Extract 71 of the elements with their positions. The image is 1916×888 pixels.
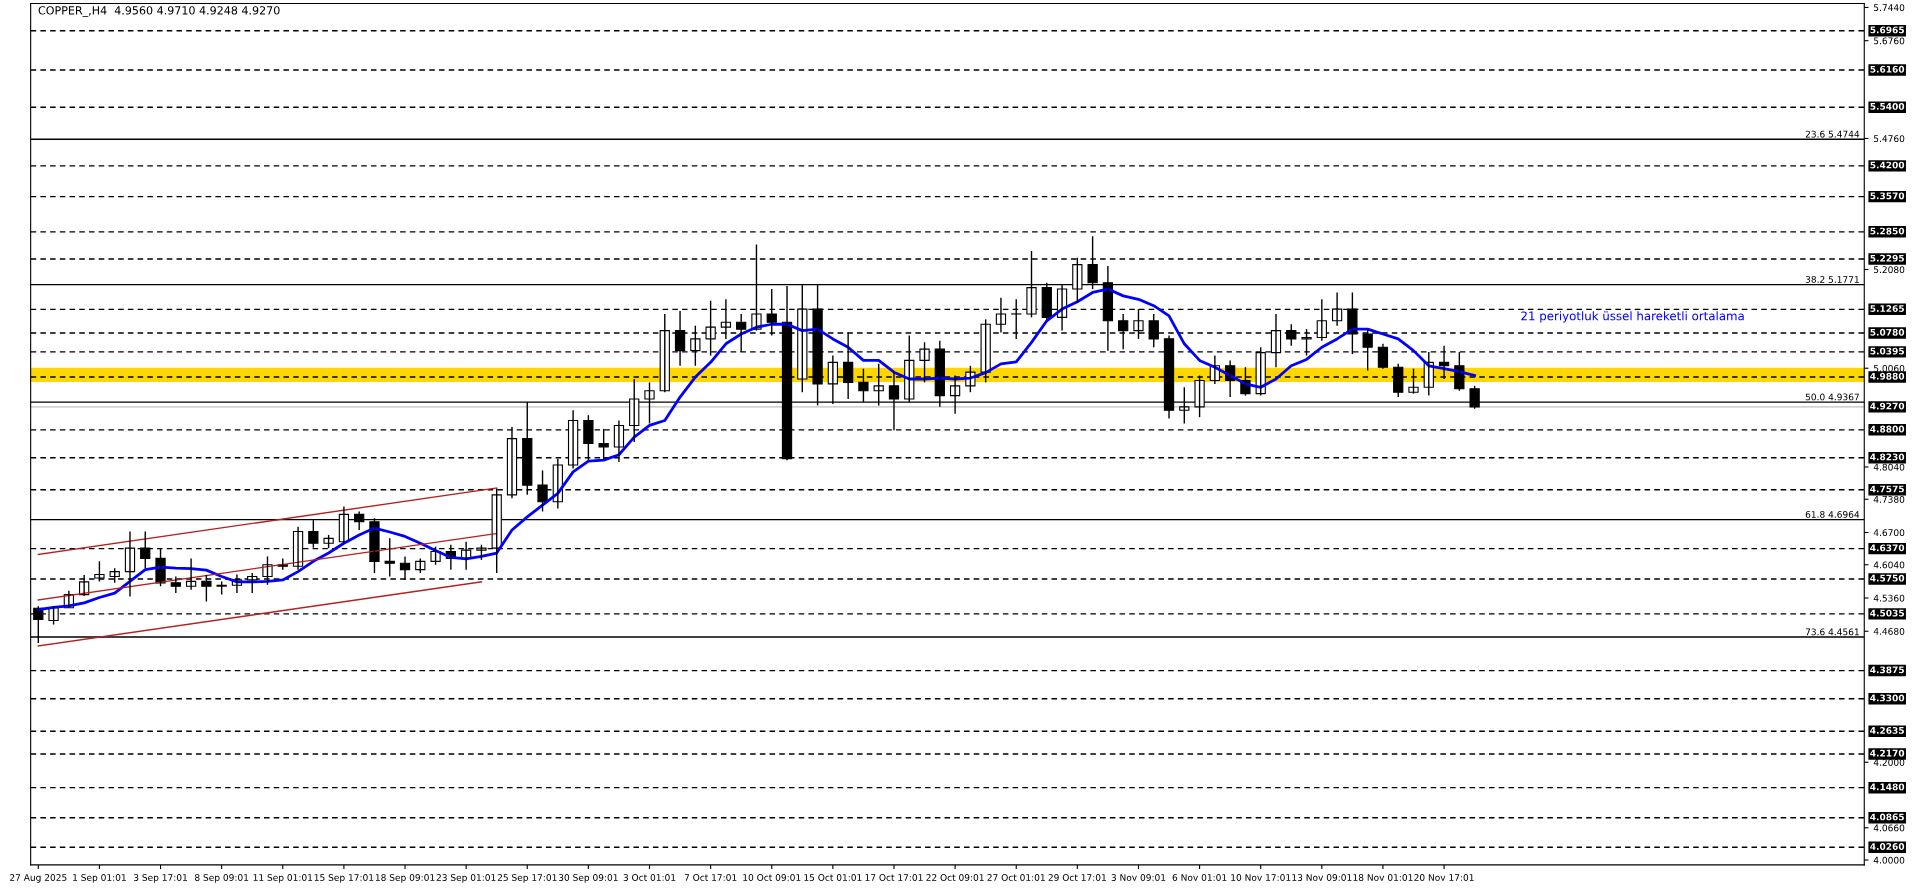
ref-line-label: 4.0260 xyxy=(1870,843,1905,850)
ref-line-label: 5.2850 xyxy=(1870,227,1905,235)
ref-line-label: 4.1480 xyxy=(1870,783,1905,791)
x-tick-label: 13 Nov 09:01 xyxy=(1292,874,1352,881)
ref-line-label: 4.5750 xyxy=(1870,574,1905,582)
ref-line-label: 5.5400 xyxy=(1870,102,1905,110)
ref-line-label: 4.5035 xyxy=(1870,609,1904,617)
ref-line-label: 5.2295 xyxy=(1870,254,1904,262)
x-tick-label: 11 Sep 01:01 xyxy=(253,874,313,883)
x-tick-label: 27 Oct 01:01 xyxy=(987,874,1045,881)
ref-line-label: 73.6 4.4561 xyxy=(1805,628,1859,636)
y-tick-label: 4.0660 xyxy=(1873,824,1905,832)
x-tick-label: 20 Nov 17:01 xyxy=(1414,874,1474,881)
y-tick-label: 4.5360 xyxy=(1873,594,1905,602)
x-tick-label: 7 Oct 17:01 xyxy=(684,874,737,881)
x-tick-label: 15 Sep 17:01 xyxy=(314,874,374,883)
candlestick xyxy=(384,537,395,578)
x-tick-label: 3 Nov 09:01 xyxy=(1111,874,1166,881)
x-tick-label: 18 Sep 09:01 xyxy=(375,874,435,883)
ref-line-label: 4.0865 xyxy=(1870,813,1904,821)
x-tick-label: 25 Sep 17:01 xyxy=(497,874,557,883)
ref-line-label: 5.1265 xyxy=(1870,305,1904,312)
x-tick-label: 6 Nov 01:01 xyxy=(1172,874,1227,881)
ref-line-label: 4.8800 xyxy=(1870,425,1905,433)
x-tick-label: 1 Sep 01:01 xyxy=(73,874,126,883)
ref-line-label: 5.3570 xyxy=(1870,192,1905,200)
x-tick-label: 10 Oct 09:01 xyxy=(743,874,801,881)
x-tick-label: 30 Sep 09:01 xyxy=(558,874,618,883)
text: 21 periyotluk üssel hareketli ortalama xyxy=(1521,311,1744,323)
y-tick-label: 5.7440 xyxy=(1873,4,1905,12)
y-tick-label: 4.0000 xyxy=(1873,856,1905,864)
y-tick-label: 4.6700 xyxy=(1873,529,1905,537)
ref-line-label: 5.6965 xyxy=(1870,26,1904,34)
y-tick-label: 5.2080 xyxy=(1873,266,1905,274)
ref-line-label: 4.2635 xyxy=(1870,727,1904,734)
x-tick-label: 10 Nov 17:01 xyxy=(1231,874,1291,881)
ref-line-label: 4.8230 xyxy=(1870,453,1905,461)
ref-line-label: 38.2 5.1771 xyxy=(1805,276,1859,283)
ref-line-label: 5.0780 xyxy=(1870,328,1905,336)
y-tick-label: 4.2000 xyxy=(1873,758,1905,766)
x-tick-label: 29 Oct 17:01 xyxy=(1048,874,1106,881)
x-tick-label: 27 Aug 2025 xyxy=(10,874,67,883)
ref-line-label: 4.9880 xyxy=(1870,372,1905,380)
ref-line-label: 61.8 4.6964 xyxy=(1805,511,1860,518)
x-tick-label: 17 Oct 17:01 xyxy=(865,874,923,881)
ref-line-label: 5.0395 xyxy=(1870,347,1904,355)
x-tick-label: 15 Oct 01:01 xyxy=(804,874,862,881)
y-tick-label: 4.8040 xyxy=(1873,463,1905,471)
ref-line-label: 5.4200 xyxy=(1870,161,1905,169)
y-tick-label: 4.7380 xyxy=(1873,495,1905,503)
ref-line-label: 4.7575 xyxy=(1870,485,1904,493)
y-tick-label: 5.6760 xyxy=(1873,37,1905,45)
ref-line-label: 4.3300 xyxy=(1870,694,1905,702)
y-tick-label: 4.4680 xyxy=(1873,627,1905,635)
ref-line-label: 23.6 5.4744 xyxy=(1805,130,1860,138)
ref-line-label: 4.2170 xyxy=(1870,749,1905,757)
ref-line-label: 4.3875 xyxy=(1870,666,1904,674)
x-tick-label: 18 Nov 01:01 xyxy=(1353,874,1413,881)
y-tick-label: 4.6040 xyxy=(1873,561,1905,569)
y-tick-label: 5.4760 xyxy=(1873,135,1905,143)
ref-line-label: 50.0 4.9367 xyxy=(1805,393,1859,401)
chart-title: COPPER_,H4 4.9560 4.9710 4.9248 4.9270 xyxy=(38,6,280,17)
x-tick-label: 3 Oct 01:01 xyxy=(623,874,676,881)
x-tick-label: 3 Sep 17:01 xyxy=(133,874,187,883)
x-tick-label: 23 Sep 01:01 xyxy=(436,874,496,883)
x-tick-label: 22 Oct 09:01 xyxy=(926,874,984,881)
x-tick-label: 8 Sep 09:01 xyxy=(195,874,249,883)
ref-line-label: 4.6370 xyxy=(1870,544,1905,552)
y-tick-label: 5.0060 xyxy=(1873,364,1905,372)
ref-line-label: 5.6160 xyxy=(1870,65,1905,73)
ref-line-label: 4.9270 xyxy=(1870,402,1905,410)
